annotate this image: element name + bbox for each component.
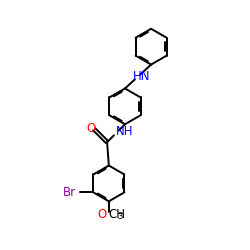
Text: O: O [86, 122, 95, 135]
Text: O: O [98, 208, 107, 221]
Text: Br: Br [63, 186, 76, 199]
Text: NH: NH [116, 125, 133, 138]
Text: HN: HN [133, 70, 151, 84]
Text: 3: 3 [118, 212, 123, 221]
Text: CH: CH [109, 208, 126, 221]
